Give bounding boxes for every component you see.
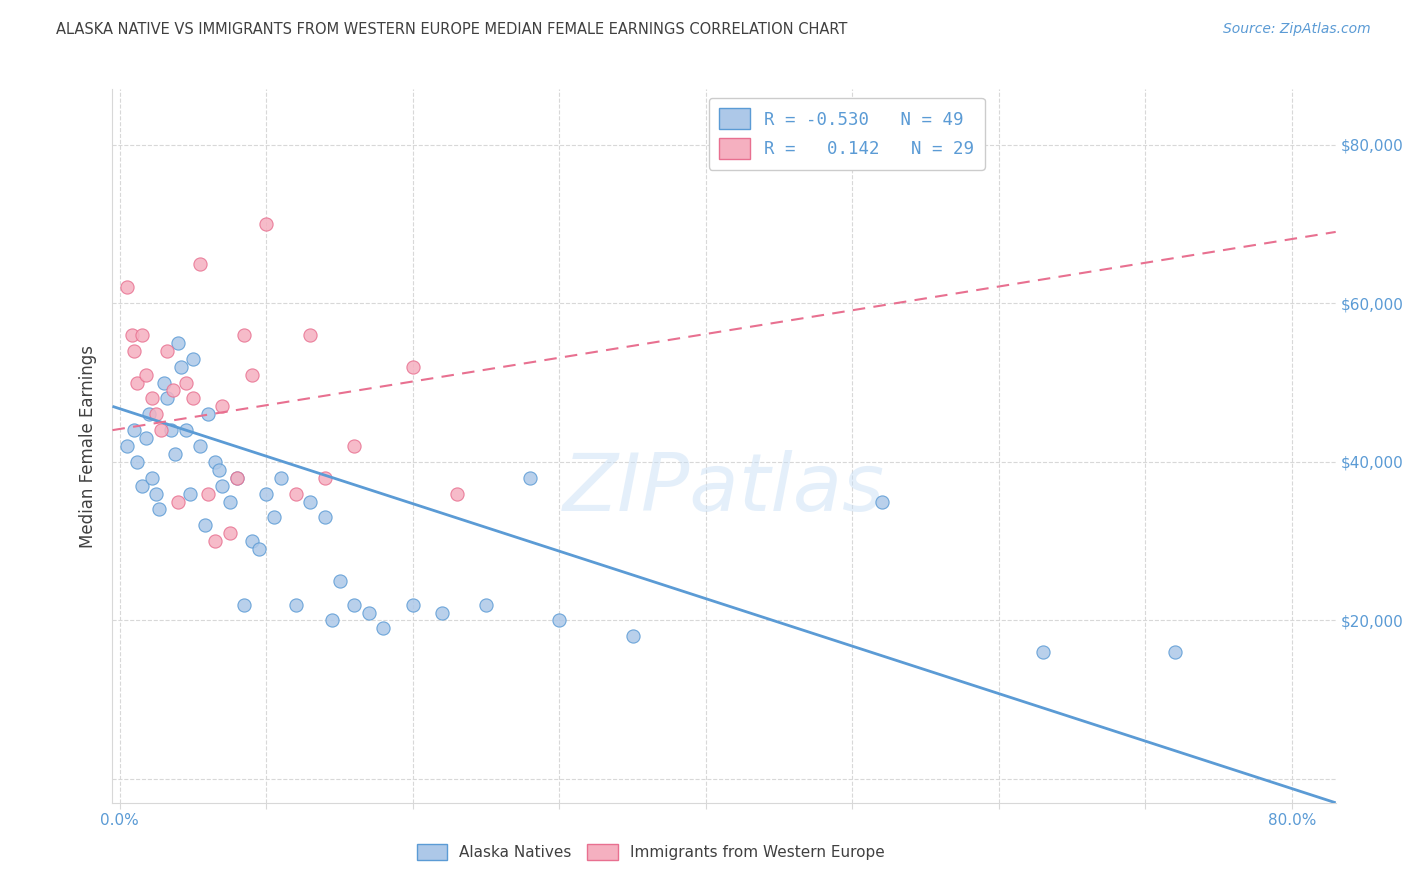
- Point: [131, 328, 153, 343]
- Point: [145, 486, 167, 500]
- Point: [402, 359, 425, 374]
- Point: [174, 423, 197, 437]
- Point: [115, 439, 138, 453]
- Point: [145, 407, 167, 421]
- Point: [233, 328, 256, 343]
- Point: [240, 368, 263, 382]
- Point: [135, 431, 157, 445]
- Point: [152, 376, 174, 390]
- Point: [127, 376, 149, 390]
- Point: [870, 494, 893, 508]
- Point: [402, 598, 425, 612]
- Point: [156, 343, 179, 358]
- Point: [314, 471, 336, 485]
- Text: ALASKA NATIVE VS IMMIGRANTS FROM WESTERN EUROPE MEDIAN FEMALE EARNINGS CORRELATI: ALASKA NATIVE VS IMMIGRANTS FROM WESTERN…: [56, 22, 848, 37]
- Point: [141, 471, 163, 485]
- Point: [190, 439, 212, 453]
- Point: [167, 494, 190, 508]
- Point: [167, 335, 190, 350]
- Point: [226, 471, 249, 485]
- Point: [135, 368, 157, 382]
- Point: [141, 392, 163, 406]
- Point: [127, 455, 149, 469]
- Point: [475, 598, 498, 612]
- Point: [254, 217, 277, 231]
- Point: [218, 494, 240, 508]
- Point: [321, 614, 343, 628]
- Point: [343, 598, 366, 612]
- Point: [138, 407, 160, 421]
- Point: [430, 606, 453, 620]
- Point: [115, 280, 138, 294]
- Point: [197, 407, 219, 421]
- Point: [621, 629, 644, 643]
- Point: [328, 574, 350, 588]
- Point: [204, 455, 226, 469]
- Point: [284, 598, 307, 612]
- Point: [121, 328, 143, 343]
- Point: [208, 463, 231, 477]
- Point: [148, 502, 170, 516]
- Point: [181, 392, 204, 406]
- Point: [548, 614, 571, 628]
- Text: Source: ZipAtlas.com: Source: ZipAtlas.com: [1223, 22, 1371, 37]
- Point: [519, 471, 541, 485]
- Point: [343, 439, 366, 453]
- Point: [373, 621, 395, 635]
- Text: ZIPatlas: ZIPatlas: [562, 450, 886, 528]
- Point: [174, 376, 197, 390]
- Point: [165, 447, 187, 461]
- Point: [131, 478, 153, 492]
- Point: [211, 400, 233, 414]
- Point: [263, 510, 285, 524]
- Point: [181, 351, 204, 366]
- Point: [299, 494, 322, 508]
- Point: [194, 518, 217, 533]
- Point: [226, 471, 249, 485]
- Point: [204, 534, 226, 549]
- Point: [284, 486, 307, 500]
- Point: [124, 423, 146, 437]
- Point: [446, 486, 468, 500]
- Point: [270, 471, 292, 485]
- Point: [160, 423, 183, 437]
- Point: [1032, 645, 1054, 659]
- Point: [357, 606, 380, 620]
- Point: [1163, 645, 1185, 659]
- Point: [197, 486, 219, 500]
- Point: [240, 534, 263, 549]
- Point: [247, 542, 270, 557]
- Point: [233, 598, 256, 612]
- Point: [254, 486, 277, 500]
- Point: [170, 359, 193, 374]
- Point: [124, 343, 146, 358]
- Point: [218, 526, 240, 541]
- Legend: Alaska Natives, Immigrants from Western Europe: Alaska Natives, Immigrants from Western …: [411, 838, 891, 866]
- Point: [162, 384, 184, 398]
- Point: [179, 486, 201, 500]
- Point: [299, 328, 322, 343]
- Point: [156, 392, 179, 406]
- Point: [190, 257, 212, 271]
- Point: [211, 478, 233, 492]
- Y-axis label: Median Female Earnings: Median Female Earnings: [79, 344, 97, 548]
- Point: [314, 510, 336, 524]
- Point: [149, 423, 172, 437]
